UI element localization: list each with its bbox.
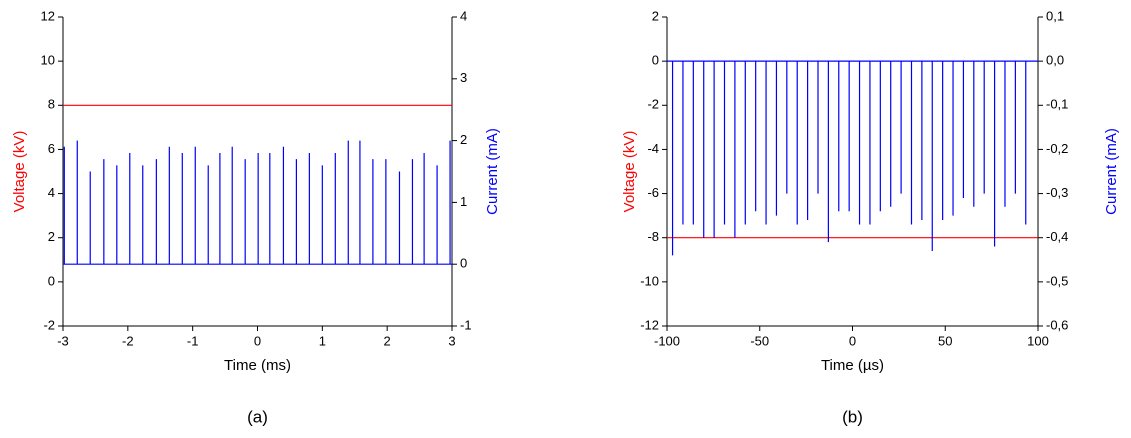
x-tick-label: 1 bbox=[319, 333, 326, 348]
y-tick-label: 0 bbox=[48, 273, 55, 288]
x-tick-label: 0 bbox=[849, 333, 856, 348]
y-tick-label: 12 bbox=[41, 8, 55, 23]
y-tick-label: 6 bbox=[48, 141, 55, 156]
y-tick-label: -10 bbox=[640, 273, 659, 288]
x-axis-title: Time (ms) bbox=[224, 357, 291, 374]
y-axis-title: Voltage (kV) bbox=[621, 131, 638, 213]
y2-tick-label: -0,1 bbox=[1046, 97, 1068, 112]
y2-tick-label: -0,6 bbox=[1046, 317, 1068, 332]
y-tick-label: 2 bbox=[48, 229, 55, 244]
x-tick-label: -2 bbox=[122, 333, 134, 348]
y-tick-label: -2 bbox=[647, 97, 659, 112]
y2-tick-label: -0,2 bbox=[1046, 141, 1068, 156]
x-tick-label: -100 bbox=[654, 333, 680, 348]
y-tick-label: 4 bbox=[48, 185, 55, 200]
x-tick-label: -1 bbox=[187, 333, 199, 348]
y2-axis-title: Current (mA) bbox=[484, 128, 501, 215]
y-tick-label: -12 bbox=[640, 317, 659, 332]
y2-tick-label: 0 bbox=[460, 256, 467, 271]
x-tick-label: 3 bbox=[448, 333, 455, 348]
y2-tick-label: 3 bbox=[460, 70, 467, 85]
x-tick-label: 100 bbox=[1027, 333, 1049, 348]
x-tick-label: 50 bbox=[938, 333, 952, 348]
series-line bbox=[63, 140, 452, 265]
y-tick-label: -8 bbox=[647, 229, 659, 244]
y2-tick-label: -0,3 bbox=[1046, 185, 1068, 200]
y-tick-label: 10 bbox=[41, 53, 55, 68]
y-tick-label: 0 bbox=[652, 53, 659, 68]
caption: (a) bbox=[247, 407, 268, 426]
y2-tick-label: 0,1 bbox=[1046, 8, 1064, 23]
series-line bbox=[667, 60, 1038, 256]
y2-tick-label: 0,0 bbox=[1046, 53, 1064, 68]
y-tick-label: -2 bbox=[43, 317, 55, 332]
caption: (b) bbox=[842, 407, 863, 426]
x-tick-label: 0 bbox=[254, 333, 261, 348]
y-tick-label: 2 bbox=[652, 8, 659, 23]
x-tick-label: -50 bbox=[750, 333, 769, 348]
y2-tick-label: -0,4 bbox=[1046, 229, 1068, 244]
x-tick-label: -3 bbox=[57, 333, 69, 348]
y2-tick-label: -1 bbox=[460, 317, 472, 332]
x-tick-label: 2 bbox=[384, 333, 391, 348]
y2-tick-label: -0,5 bbox=[1046, 273, 1068, 288]
y2-tick-label: 1 bbox=[460, 194, 467, 209]
y2-tick-label: 4 bbox=[460, 8, 467, 23]
y-axis-title: Voltage (kV) bbox=[11, 131, 28, 213]
y-tick-label: -6 bbox=[647, 185, 659, 200]
y-tick-label: -4 bbox=[647, 141, 659, 156]
y2-axis-title: Current (mA) bbox=[1103, 128, 1120, 215]
y2-tick-label: 2 bbox=[460, 132, 467, 147]
y-tick-label: 8 bbox=[48, 97, 55, 112]
x-axis-title: Time (µs) bbox=[821, 357, 884, 374]
